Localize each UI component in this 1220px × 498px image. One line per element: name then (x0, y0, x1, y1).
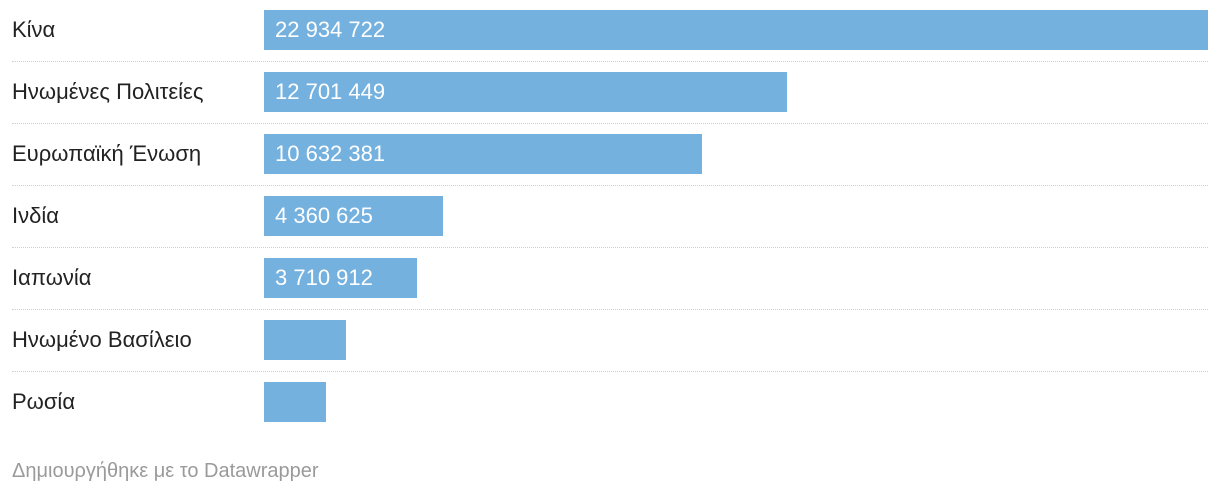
category-label: Ιαπωνία (12, 265, 92, 290)
row-divider (12, 309, 1208, 310)
row-divider (12, 123, 1208, 124)
category-label: Ινδία (12, 203, 59, 228)
bar (264, 72, 787, 112)
bar (264, 134, 702, 174)
bar-value-label: 22 934 722 (275, 17, 386, 42)
chart-row: Ρωσία (0, 372, 1220, 434)
row-divider (12, 61, 1208, 62)
bar (264, 196, 443, 236)
bar-chart: Κίνα 22 934 722 Ηνωμένες Πολιτείες 12 701 4… (0, 0, 1220, 434)
category-label: Κίνα (12, 17, 56, 42)
bar (264, 258, 417, 298)
chart-row: Κίνα 22 934 722 (0, 0, 1220, 62)
bar (264, 382, 326, 422)
category-label: Ηνωμένο Βασίλειο (12, 327, 192, 352)
row-divider (12, 371, 1208, 372)
chart-row: Ηνωμένο Βασίλειο (0, 310, 1220, 372)
category-label: Ρωσία (12, 389, 76, 414)
chart-row: Ινδία 4 360 625 (0, 186, 1220, 248)
row-divider (12, 185, 1208, 186)
bar (264, 320, 346, 360)
chart-row: Ηνωμένες Πολιτείες 12 701 449 (0, 62, 1220, 124)
chart-credit: Δημιουργήθηκε με το Datawrapper (12, 460, 319, 482)
bar-value-label: 12 701 449 (275, 79, 386, 104)
bar (264, 10, 1208, 50)
chart-row: Ιαπωνία 3 710 912 (0, 248, 1220, 310)
category-label: Ευρωπαϊκή Ένωση (12, 141, 202, 166)
chart-row: Ευρωπαϊκή Ένωση 10 632 381 (0, 124, 1220, 186)
bar-value-label: 10 632 381 (275, 141, 386, 166)
bar-value-label: 4 360 625 (275, 203, 373, 228)
category-label: Ηνωμένες Πολιτείες (12, 79, 204, 104)
bar-value-label: 3 710 912 (275, 265, 373, 290)
row-divider (12, 247, 1208, 248)
